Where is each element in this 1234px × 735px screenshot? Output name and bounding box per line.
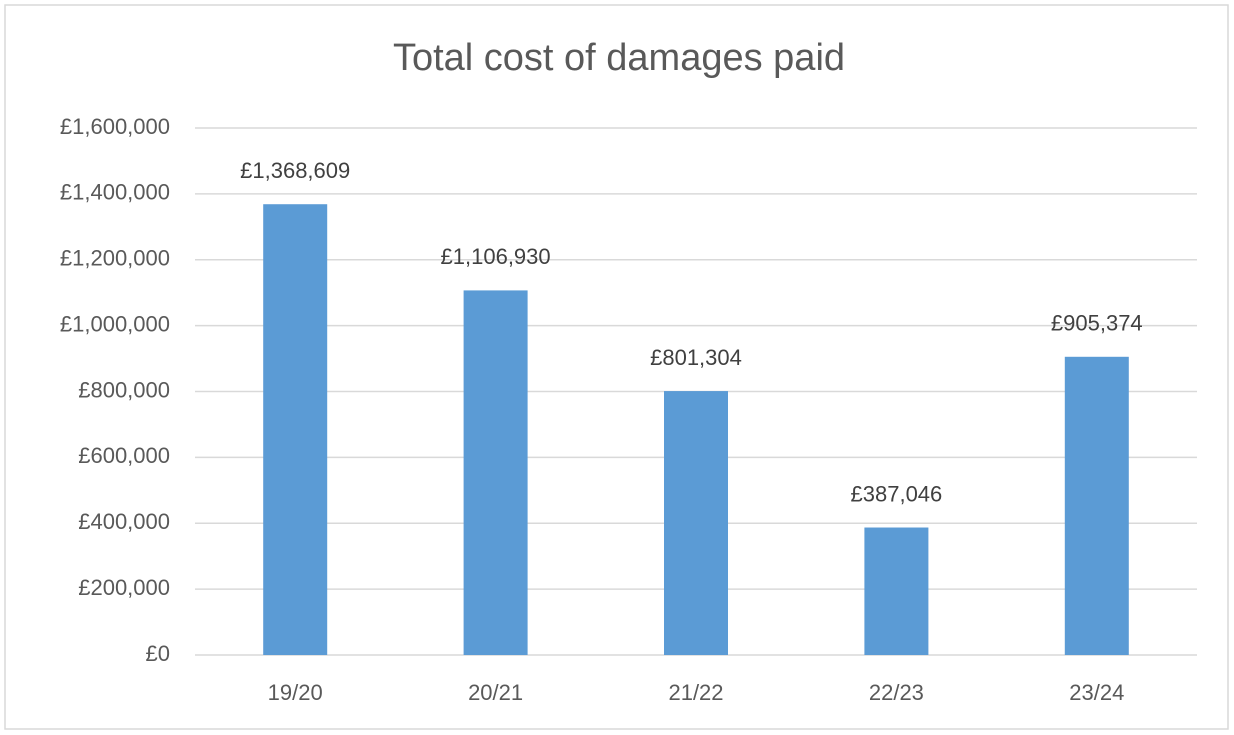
y-tick-label: £1,200,000: [60, 246, 170, 271]
data-label: £905,374: [1051, 311, 1143, 336]
y-tick-label: £800,000: [78, 377, 170, 402]
data-label: £801,304: [650, 345, 742, 370]
bar: [463, 290, 528, 655]
y-tick-label: £400,000: [78, 509, 170, 534]
bar: [864, 527, 929, 655]
data-label: £387,046: [851, 481, 943, 506]
y-tick-label: £200,000: [78, 575, 170, 600]
data-label: £1,106,930: [441, 244, 551, 269]
data-label: £1,368,609: [240, 158, 350, 183]
y-tick-label: £1,000,000: [60, 311, 170, 336]
y-tick-label: £1,600,000: [60, 114, 170, 139]
bar: [1064, 356, 1129, 655]
y-tick-label: £600,000: [78, 443, 170, 468]
x-tick-label: 23/24: [1069, 680, 1124, 705]
x-tick-label: 22/23: [869, 680, 924, 705]
chart-title: Total cost of damages paid: [393, 37, 845, 79]
y-tick-label: £0: [146, 641, 170, 666]
x-tick-label: 20/21: [468, 680, 523, 705]
chart-border: [4, 4, 1229, 730]
y-tick-label: £1,400,000: [60, 180, 170, 205]
x-tick-label: 19/20: [268, 680, 323, 705]
bar: [664, 391, 728, 655]
bar: [263, 204, 328, 655]
x-tick-label: 21/22: [668, 680, 723, 705]
